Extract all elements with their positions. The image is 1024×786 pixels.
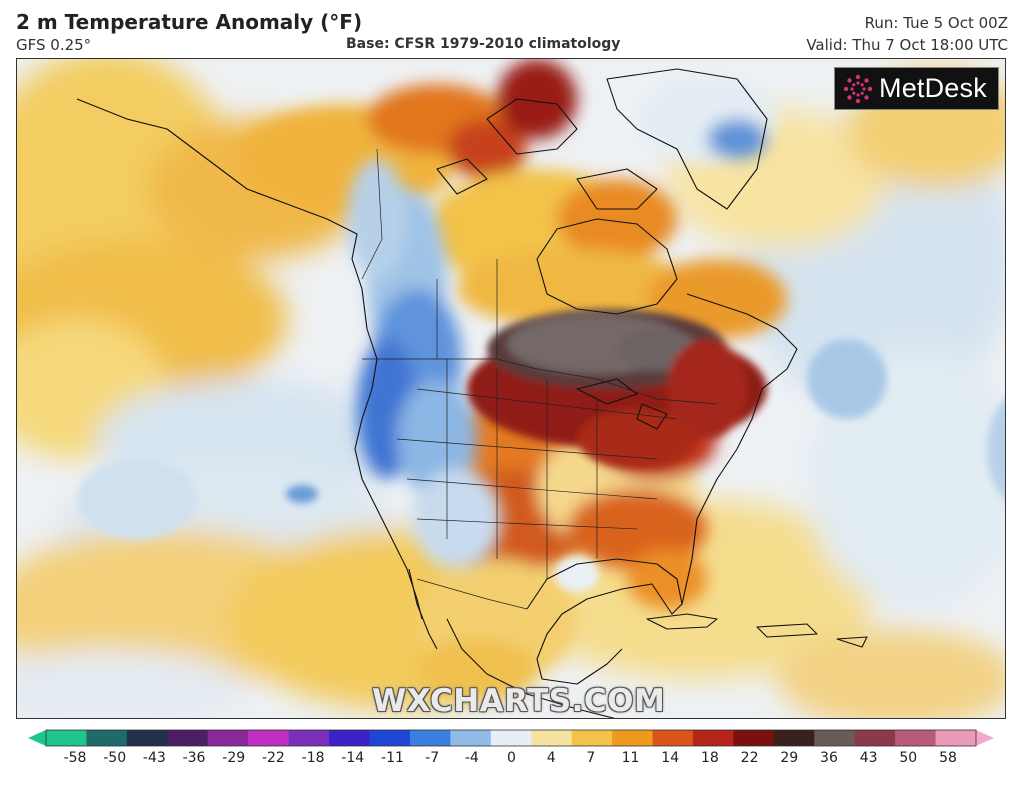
colorbar-segment — [612, 730, 654, 746]
coastline-outlines — [76, 68, 868, 718]
colorbar-tick-label: 11 — [621, 750, 640, 766]
colorbar-tick-label: 50 — [899, 750, 918, 766]
colorbar-segment — [571, 730, 613, 746]
colorbar-segment — [490, 730, 532, 746]
colorbar-tick-label: -14 — [341, 750, 365, 766]
watermark-text: WXCHARTS.COM — [372, 683, 666, 719]
colorbar-segment — [167, 730, 209, 746]
colorbar-tick-label: -11 — [381, 750, 404, 766]
logo-text: MetDesk — [879, 73, 987, 103]
colorbar-segment — [531, 730, 573, 746]
colorbar-segment — [329, 730, 371, 746]
colorbar-segment — [935, 730, 977, 746]
colorbar-segment — [773, 730, 815, 746]
colorbar-tick-label: 22 — [740, 750, 759, 766]
anomaly-map: MetDesk WXCHARTS.COM — [16, 58, 1006, 719]
colorbar-segment — [369, 730, 411, 746]
model-name: GFS 0.25° — [16, 36, 92, 54]
colorbar-segment — [450, 730, 492, 746]
colorbar-segment — [86, 730, 128, 746]
colorbar-tick-label: 29 — [780, 750, 799, 766]
colorbar-tick-label: 14 — [661, 750, 680, 766]
border-lines — [361, 148, 718, 610]
colorbar-tick-label: -58 — [63, 750, 87, 766]
starburst-icon — [843, 74, 873, 103]
colorbar-segment — [814, 730, 856, 746]
metdesk-logo: MetDesk — [834, 67, 999, 110]
colorbar-segment — [46, 730, 88, 746]
map-title: 2 m Temperature Anomaly (°F) — [16, 10, 363, 34]
colorbar-arrow-high — [976, 730, 994, 746]
colorbar-tick-label: -36 — [182, 750, 206, 766]
colorbar-segment — [895, 730, 937, 746]
base-climatology: Base: CFSR 1979-2010 climatology — [346, 36, 621, 52]
colorbar-segment — [409, 730, 451, 746]
colorbar-segment — [692, 730, 734, 746]
map-canvas — [17, 59, 1005, 718]
colorbar-tick-label: -7 — [425, 750, 440, 766]
colorbar-tick-label: -4 — [464, 750, 479, 766]
colorbar-tick-label: -22 — [261, 750, 285, 766]
colorbar-segment — [652, 730, 694, 746]
colorbar-segment — [854, 730, 896, 746]
colorbar-tick-label: -50 — [103, 750, 127, 766]
colorbar-tick-label: 4 — [546, 750, 556, 766]
cool-patches — [77, 339, 1005, 592]
colorbar-tick-label: 58 — [939, 750, 957, 766]
colorbar-labels: -58 -50 -43 -36 -29 -22 -18 -14 -11 -7 -4 0 4 7 11 14 18… — [0, 750, 1024, 770]
colorbar — [28, 729, 994, 747]
colorbar-segment — [126, 730, 168, 746]
colorbar-tick-label: -29 — [222, 750, 246, 766]
colorbar-tick-label: 36 — [820, 750, 838, 766]
colorbar-segment — [248, 730, 290, 746]
valid-time: Valid: Thu 7 Oct 18:00 UTC — [806, 36, 1008, 54]
colorbar-segment — [207, 730, 249, 746]
colorbar-segments — [46, 730, 977, 746]
colorbar-tick-label: 7 — [586, 750, 596, 766]
extreme-heat-core — [467, 309, 767, 469]
colorbar-tick-label: 18 — [700, 750, 719, 766]
colorbar-segment — [733, 730, 775, 746]
colorbar-tick-label: -43 — [142, 750, 166, 766]
colorbar-border — [45, 729, 977, 747]
colorbar-segment — [288, 730, 330, 746]
colorbar-tick-label: -18 — [301, 750, 325, 766]
colorbar-arrow-low — [28, 730, 46, 746]
colorbar-tick-label: 0 — [507, 750, 516, 766]
run-time: Run: Tue 5 Oct 00Z — [864, 14, 1008, 32]
broad-anomaly-field — [17, 59, 1005, 718]
colorbar-tick-label: 43 — [859, 750, 878, 766]
